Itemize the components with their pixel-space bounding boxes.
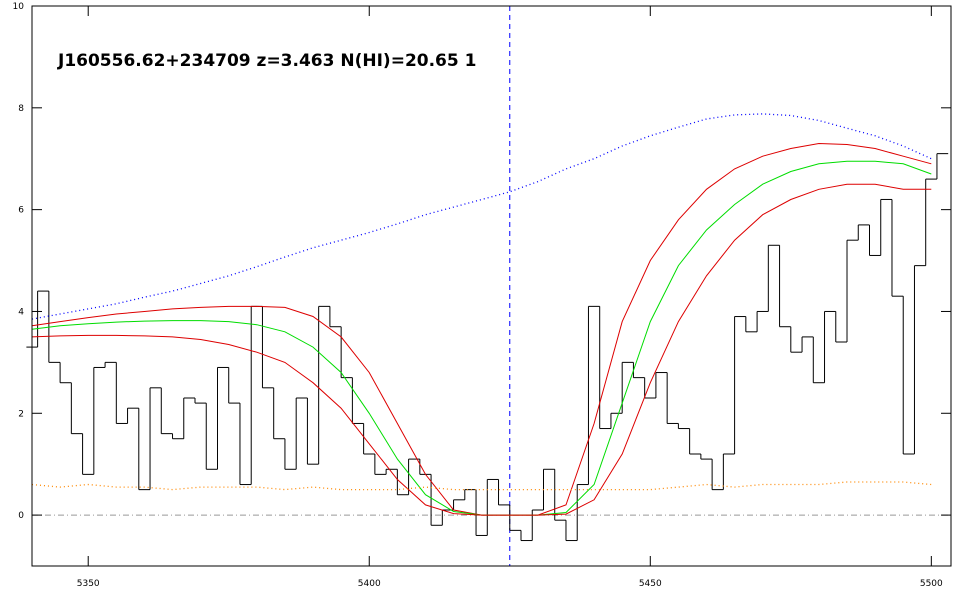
y-tick-label: 4 — [18, 307, 24, 317]
y-tick-label: 10 — [13, 2, 25, 12]
x-tick-label: 5400 — [358, 579, 381, 589]
y-tick-label: 6 — [18, 206, 24, 216]
y-tick-label: 2 — [18, 409, 24, 419]
plot-frame — [31, 5, 952, 567]
annotation: J160556.62+234709 z=3.463 N(HI)=20.65 1 — [57, 51, 476, 71]
y-tick-label: 8 — [18, 104, 24, 114]
x-tick-label: 5350 — [77, 579, 100, 589]
curve — [31, 113, 932, 320]
y-tick-label: 0 — [18, 511, 24, 521]
x-tick-label: 5500 — [920, 579, 943, 589]
x-tick-label: 5450 — [639, 579, 662, 589]
curve — [31, 183, 932, 516]
